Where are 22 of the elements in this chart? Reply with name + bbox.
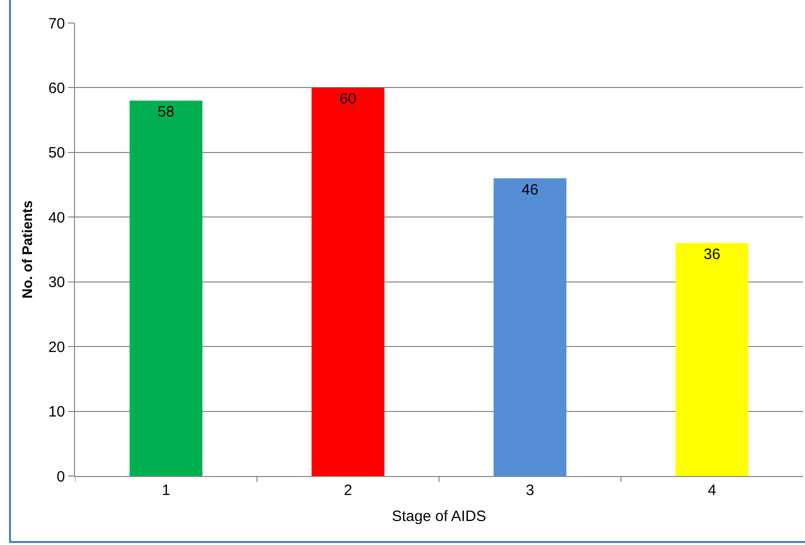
x-tick-label: 1 [162, 482, 170, 499]
x-tick-label: 3 [526, 482, 534, 499]
bar [676, 243, 748, 476]
y-tick-label: 50 [48, 144, 65, 162]
y-tick-label: 0 [56, 468, 65, 486]
y-tick-label: 40 [48, 209, 65, 226]
bar [494, 178, 566, 476]
x-tick-label: 4 [708, 482, 716, 499]
data-label: 60 [340, 90, 356, 108]
x-axis-title: Stage of AIDS [392, 508, 486, 525]
y-axis-title: No. of Patients [18, 200, 35, 299]
data-label: 58 [158, 104, 174, 121]
bar [312, 88, 384, 476]
data-label: 36 [704, 246, 720, 264]
data-label: 46 [522, 181, 538, 198]
bar [130, 100, 202, 476]
y-tick-label: 60 [48, 80, 65, 97]
y-tick-label: 70 [48, 15, 65, 32]
x-tick-label: 2 [344, 482, 352, 499]
y-tick-label: 30 [48, 274, 65, 292]
y-tick-label: 20 [48, 338, 65, 356]
y-tick-label: 10 [48, 404, 65, 421]
